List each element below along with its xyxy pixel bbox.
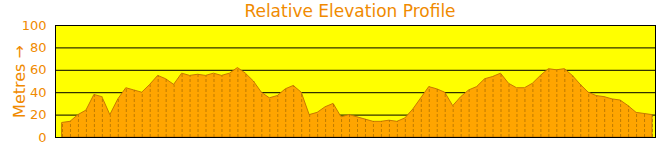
svg-text:60: 60: [30, 62, 47, 77]
svg-text:40: 40: [30, 85, 47, 100]
svg-text:20: 20: [30, 107, 47, 122]
svg-text:Metres →: Metres →: [10, 45, 29, 118]
svg-text:80: 80: [30, 40, 47, 55]
html-text:Relative Elevation Profile: Relative Elevation Profile: [244, 1, 456, 21]
svg-text:0: 0: [38, 130, 46, 145]
svg-text:100: 100: [22, 18, 47, 33]
